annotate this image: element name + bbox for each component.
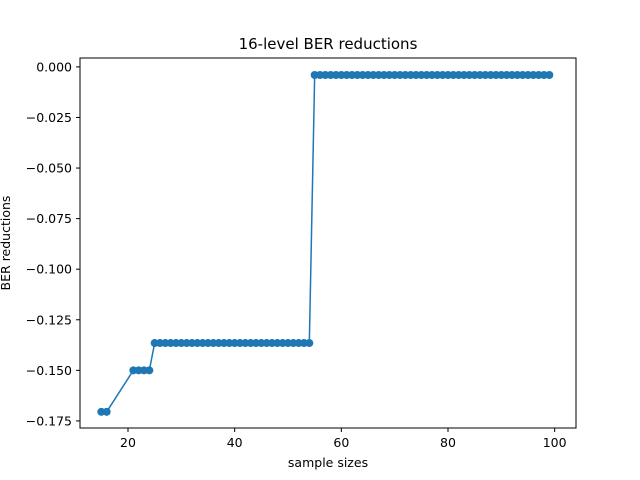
y-tick-label: −0.025 (26, 110, 72, 125)
x-tick-label: 100 (543, 435, 567, 450)
y-tick-label: −0.075 (26, 211, 72, 226)
data-point (102, 407, 111, 416)
x-tick-label: 20 (120, 435, 136, 450)
y-tick-label: −0.050 (26, 161, 72, 176)
plot-area (97, 70, 554, 416)
data-point (145, 366, 154, 375)
x-axis: 20 40 60 80 100 (120, 428, 567, 450)
data-point (545, 70, 554, 79)
x-axis-label: sample sizes (288, 455, 368, 470)
plot-frame (79, 57, 577, 429)
x-tick-label: 80 (440, 435, 456, 450)
y-tick-label: −0.175 (26, 413, 72, 428)
x-tick-label: 40 (227, 435, 243, 450)
y-tick-label: 0.000 (36, 59, 72, 74)
chart-title: 16-level BER reductions (239, 35, 418, 53)
data-point (305, 339, 314, 348)
x-tick-label: 60 (333, 435, 349, 450)
y-tick-label: −0.150 (26, 363, 72, 378)
y-tick-label: −0.125 (26, 312, 72, 327)
y-axis-label: BER reductions (0, 196, 13, 291)
y-axis: 0.000 −0.025 −0.050 −0.075 −0.100 −0.125 −0.15… (26, 59, 80, 428)
y-tick-label: −0.100 (26, 262, 72, 277)
